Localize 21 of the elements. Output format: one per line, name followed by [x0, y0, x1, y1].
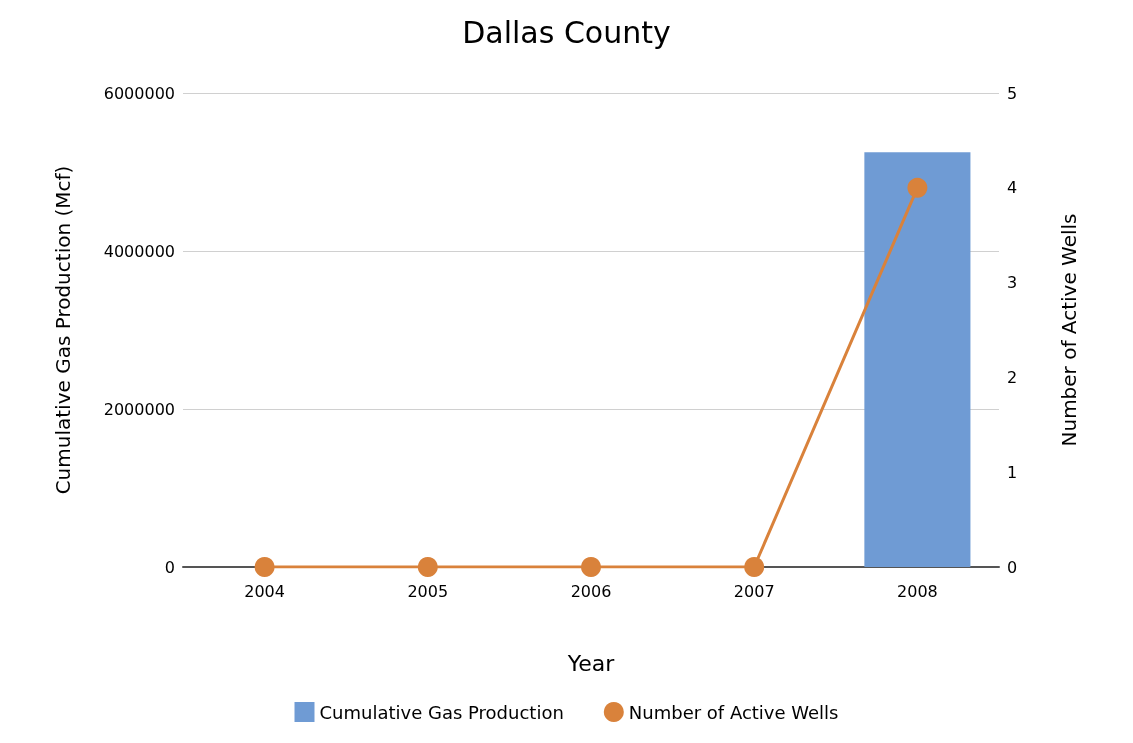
y-axis-title: Cumulative Gas Production (Mcf): [51, 165, 75, 495]
chart-title: Dallas County: [462, 14, 671, 50]
legend-label: Cumulative Gas Production: [319, 701, 564, 723]
x-axis-title: Year: [566, 650, 616, 676]
y2-tick-label: 3: [1007, 273, 1018, 293]
x-tick-label: 2006: [570, 581, 612, 601]
y2-tick-label: 0: [1007, 557, 1018, 577]
x-tick-label: 2007: [733, 581, 775, 601]
y-tick-label: 6000000: [103, 83, 175, 103]
y-tick-label: 2000000: [103, 399, 175, 419]
y2-tick-label: 5: [1007, 83, 1018, 103]
x-tick-label: 2008: [897, 581, 938, 601]
x-tick-label: 2004: [244, 581, 285, 601]
x-tick-label: 2005: [407, 581, 449, 601]
y2-tick-label: 1: [1007, 462, 1018, 482]
y-tick-label: 4000000: [103, 241, 175, 261]
y2-tick-label: 4: [1007, 178, 1018, 198]
y-tick-label: 0: [164, 557, 175, 577]
legend-label: Number of Active Wells: [628, 701, 839, 723]
y2-axis-title: Number of Active Wells: [1057, 213, 1081, 447]
y2-tick-label: 2: [1007, 367, 1018, 387]
